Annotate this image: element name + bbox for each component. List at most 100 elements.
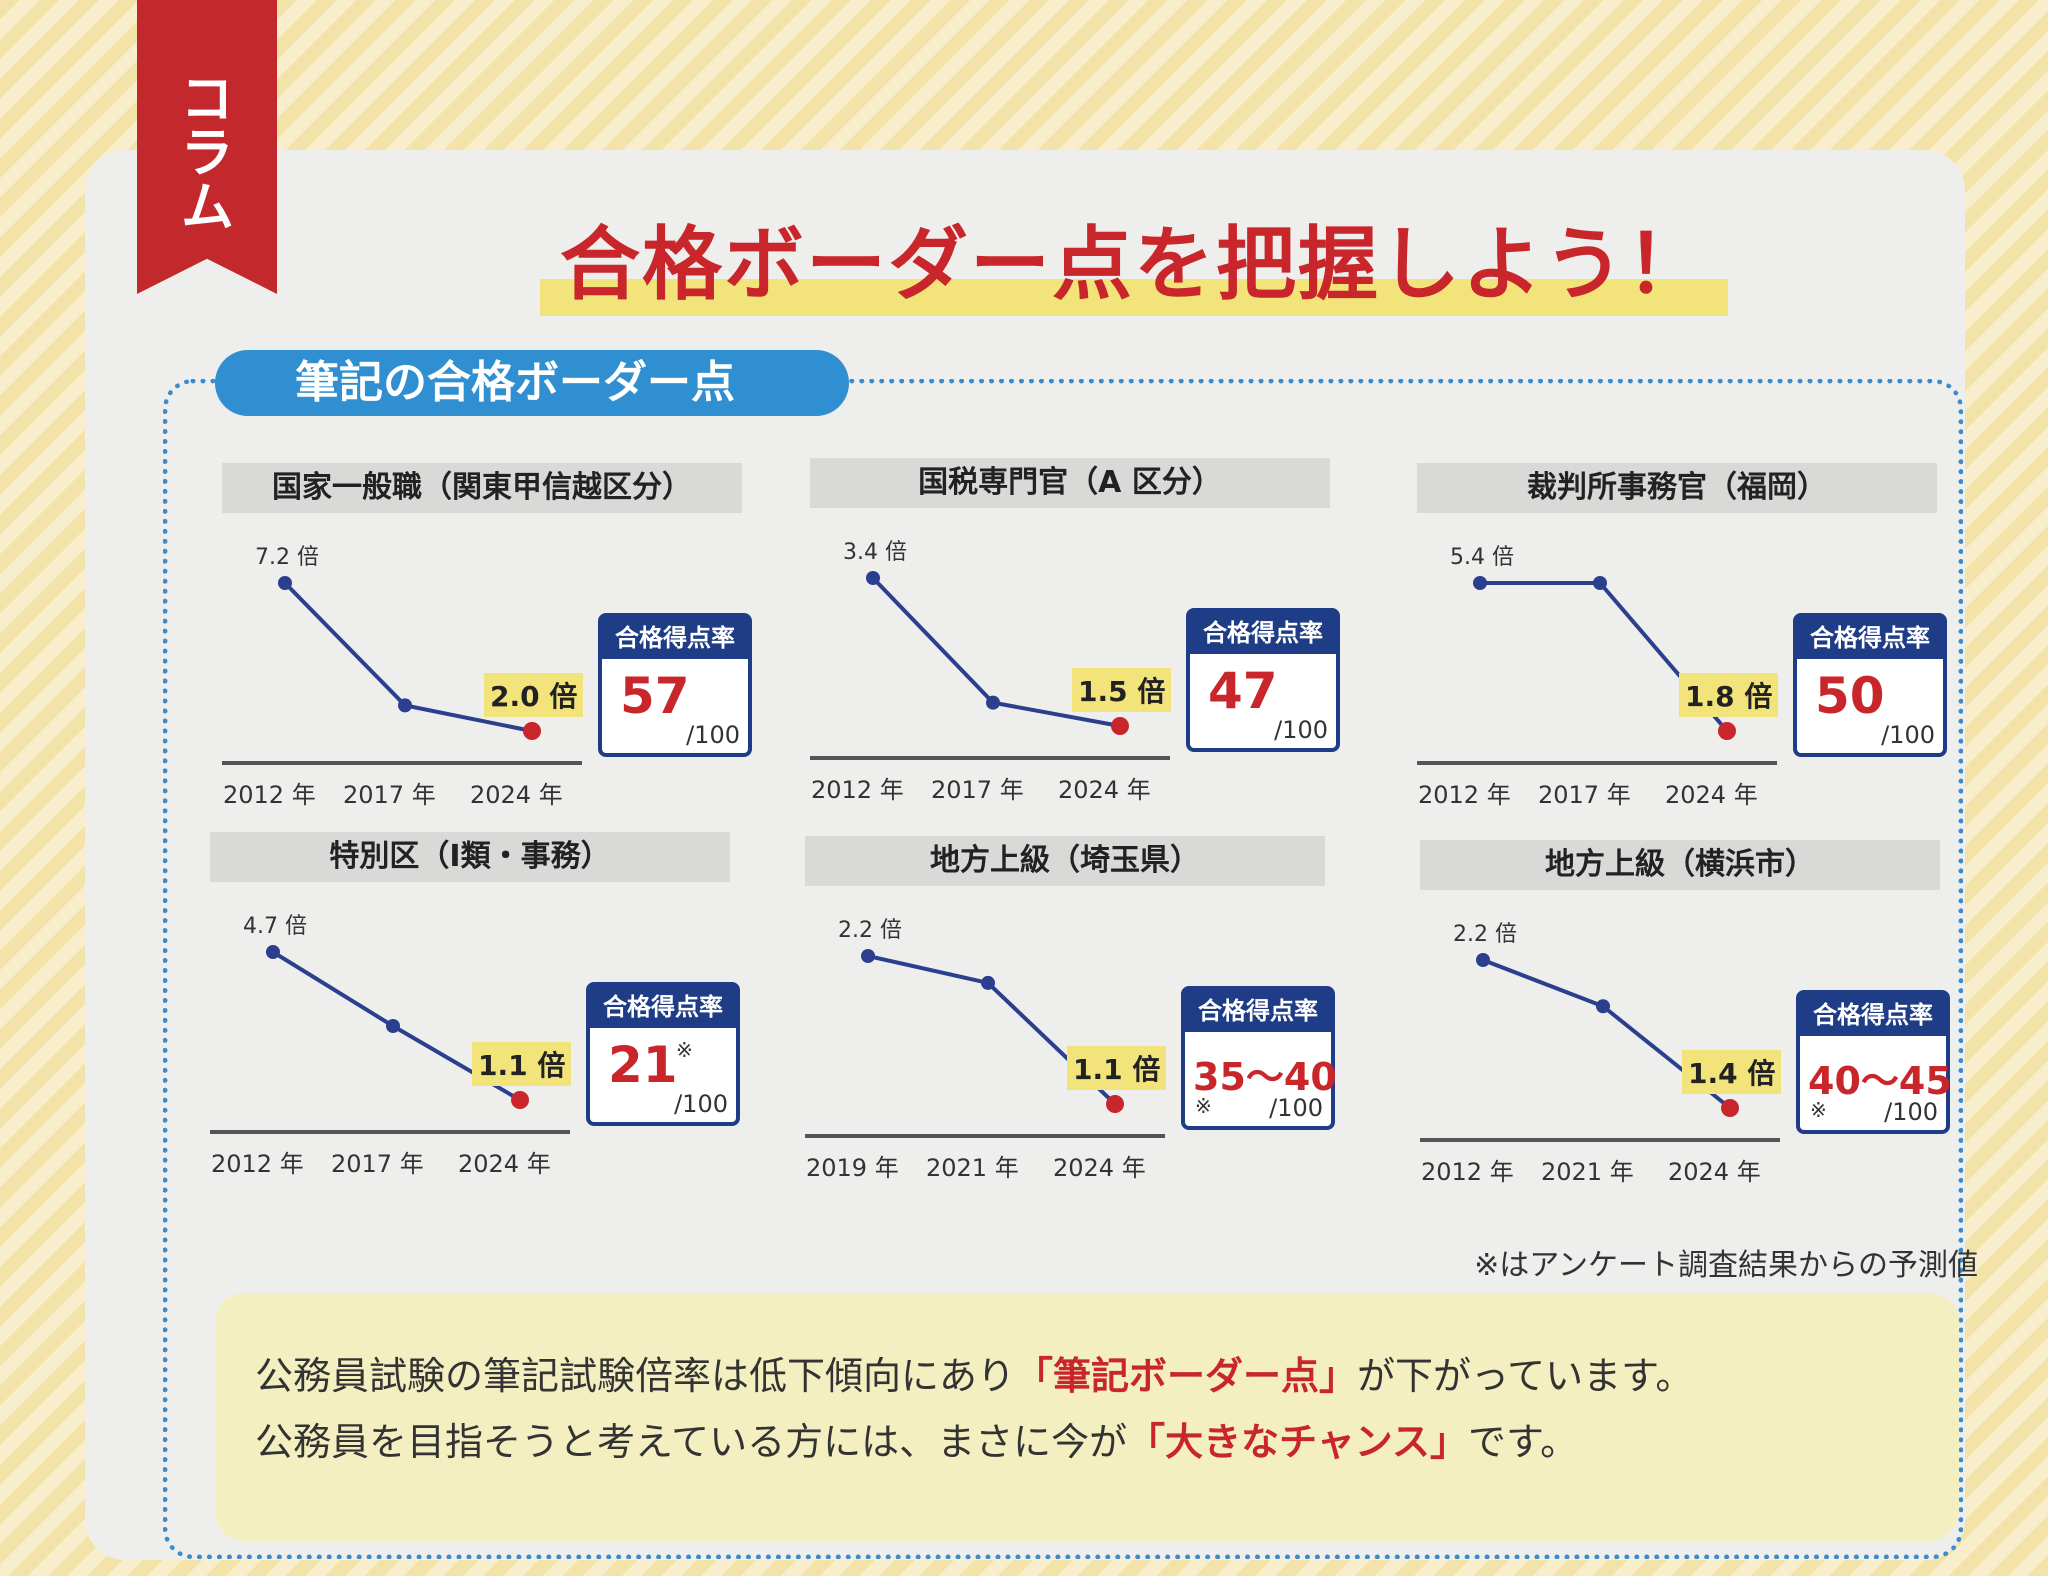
pass-rate-value: 50: [1815, 667, 1885, 725]
pass-rate-value: 57: [620, 667, 690, 725]
x-tick-label: 2021 年: [926, 1154, 1019, 1182]
data-label-start: 3.4 倍: [843, 540, 907, 565]
data-label-latest: 1.1 倍: [1067, 1046, 1167, 1090]
x-tick-label: 2019 年: [806, 1154, 899, 1182]
chart-title: 地方上級（横浜市）: [1420, 840, 1940, 890]
pass-rate-header: 合格得点率: [1185, 990, 1331, 1032]
chart-title: 国税専門官（A 区分）: [810, 458, 1330, 508]
data-point: [1721, 1099, 1739, 1117]
message-text: 公務員を目指そうと考えている方には、まさに今が: [255, 1420, 1128, 1464]
data-label-start: 2.2 倍: [838, 918, 902, 943]
data-label-start: 4.7 倍: [243, 914, 307, 939]
x-tick-label: 2024 年: [458, 1150, 551, 1178]
estimate-mark: ※: [676, 1038, 693, 1062]
chart-title: 裁判所事務官（福岡）: [1417, 463, 1937, 513]
x-tick-label: 2017 年: [331, 1150, 424, 1178]
x-tick-label: 2017 年: [343, 781, 436, 809]
chart-title: 国家一般職（関東甲信越区分）: [222, 463, 742, 513]
message-emphasis: 「筆記ボーダー点」: [1015, 1354, 1358, 1398]
data-point: [986, 695, 1000, 710]
x-tick-label: 2012 年: [1421, 1158, 1514, 1186]
x-tick-label: 2017 年: [1538, 781, 1631, 809]
message-text: が下がっています。: [1357, 1354, 1694, 1398]
summary-message: 公務員試験の筆記試験倍率は低下傾向にあり「筆記ボーダー点」が下がっています。 公…: [215, 1293, 1959, 1541]
x-tick-label: 2012 年: [811, 776, 904, 804]
pass-rate-box: 合格得点率 21 ※ /100: [586, 982, 740, 1126]
pass-rate-value: 21: [608, 1036, 678, 1094]
line-chart: [222, 576, 582, 765]
data-label-latest: 1.1 倍: [472, 1042, 572, 1086]
estimate-mark: ※: [1195, 1094, 1212, 1118]
data-point: [861, 949, 875, 963]
pass-rate-box: 合格得点率 47/100: [1186, 608, 1340, 752]
pass-rate-value: 47: [1208, 662, 1278, 720]
data-point: [1593, 576, 1607, 590]
data-point: [278, 576, 292, 590]
data-point: [398, 698, 412, 713]
data-label-latest: 1.4 倍: [1682, 1050, 1782, 1094]
data-point: [523, 722, 541, 740]
data-label-latest: 1.8 倍: [1679, 673, 1779, 717]
message-text: です。: [1467, 1420, 1579, 1464]
x-tick-label: 2024 年: [1668, 1158, 1761, 1186]
pass-rate-header: 合格得点率: [1190, 612, 1336, 654]
pass-rate-box: 合格得点率 50/100: [1793, 613, 1947, 757]
data-label-latest: 2.0 倍: [484, 673, 584, 717]
x-tick-label: 2021 年: [1541, 1158, 1634, 1186]
x-tick-label: 2012 年: [223, 781, 316, 809]
data-point: [1476, 953, 1490, 967]
data-point: [511, 1091, 529, 1109]
pass-rate-header: 合格得点率: [602, 617, 748, 659]
ribbon-label: コラム: [171, 70, 234, 232]
chart-title: 地方上級（埼玉県）: [805, 836, 1325, 886]
pass-rate-header: 合格得点率: [1800, 994, 1946, 1036]
footnote: ※はアンケート調査結果からの予測値: [1474, 1248, 1978, 1283]
data-label-latest: 1.5 倍: [1072, 668, 1172, 712]
pass-rate-value: 40〜45: [1808, 1059, 1952, 1103]
data-point: [866, 571, 880, 585]
pass-rate-denominator: /100: [1274, 716, 1328, 744]
data-label-start: 7.2 倍: [255, 545, 319, 570]
data-point: [981, 975, 995, 990]
message-emphasis: 「大きなチャンス」: [1127, 1420, 1468, 1464]
pass-rate-header: 合格得点率: [590, 986, 736, 1028]
data-point: [1111, 717, 1129, 735]
pass-rate-denominator: /100: [686, 721, 740, 749]
data-label-start: 2.2 倍: [1453, 922, 1517, 947]
data-point: [386, 1019, 400, 1033]
data-label-start: 5.4 倍: [1450, 545, 1514, 570]
dotted-frame: [163, 379, 1963, 1559]
x-tick-label: 2024 年: [470, 781, 563, 809]
page-title: 合格ボーダー点を把握しよう！: [540, 200, 1728, 316]
column-ribbon: コラム: [137, 0, 277, 294]
x-tick-label: 2012 年: [1418, 781, 1511, 809]
pass-rate-denominator: /100: [1269, 1094, 1323, 1122]
x-tick-label: 2017 年: [931, 776, 1024, 804]
line-chart: [810, 571, 1170, 760]
chart-panel: 国家一般職（関東甲信越区分） 2012 年 2017 年 2024 年 7.2 倍 2.0…: [222, 463, 762, 823]
pass-rate-denominator: /100: [674, 1090, 728, 1118]
chart-panel: 地方上級（横浜市） 2012 年 2021 年 2024 年 2.2 倍 1.4 倍合格得…: [1420, 840, 1960, 1200]
data-point: [1718, 722, 1736, 740]
chart-panel: 裁判所事務官（福岡） 2012 年 2017 年 2024 年 5.4 倍 1.8 倍合格…: [1417, 463, 1957, 823]
chart-title: 特別区（Ⅰ類・事務）: [210, 832, 730, 882]
data-point: [1106, 1095, 1124, 1113]
x-tick-label: 2024 年: [1053, 1154, 1146, 1182]
x-tick-label: 2024 年: [1665, 781, 1758, 809]
pass-rate-header: 合格得点率: [1797, 617, 1943, 659]
pass-rate-denominator: /100: [1881, 721, 1935, 749]
x-tick-label: 2012 年: [211, 1150, 304, 1178]
chart-panel: 特別区（Ⅰ類・事務） 2012 年 2017 年 2024 年 4.7 倍 1.1 倍合格…: [210, 832, 750, 1192]
pass-rate-box: 合格得点率 35〜40 ※ /100: [1181, 986, 1337, 1130]
data-point: [1473, 576, 1487, 590]
estimate-mark: ※: [1810, 1098, 1827, 1122]
data-point: [1596, 999, 1610, 1014]
chart-panel: 地方上級（埼玉県） 2019 年 2021 年 2024 年 2.2 倍 1.1 倍合格得…: [805, 836, 1345, 1196]
data-point: [266, 945, 280, 959]
x-tick-label: 2024 年: [1058, 776, 1151, 804]
chart-panel: 国税専門官（A 区分） 2012 年 2017 年 2024 年 3.4 倍 1.5 倍合…: [810, 458, 1350, 818]
pass-rate-denominator: /100: [1884, 1098, 1938, 1126]
pass-rate-box: 合格得点率 40〜45 ※ /100: [1796, 990, 1952, 1134]
pass-rate-box: 合格得点率 57/100: [598, 613, 752, 757]
section-heading: 筆記の合格ボーダー点: [215, 350, 849, 416]
